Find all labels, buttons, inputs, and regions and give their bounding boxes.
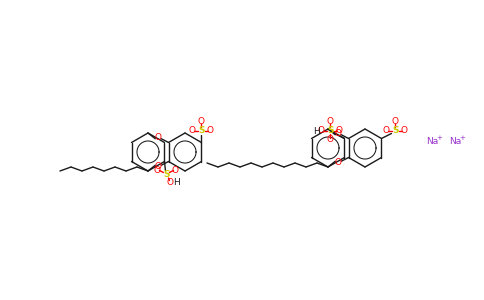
Text: O: O [401,126,408,135]
Text: S: S [163,170,170,179]
Text: +: + [436,135,442,141]
Text: O: O [327,135,334,144]
Text: H: H [173,178,180,187]
Text: O: O [335,129,342,138]
Text: H: H [313,127,320,136]
Text: O: O [172,166,179,175]
Text: O: O [318,126,325,135]
Text: O: O [336,126,343,135]
Text: S: S [392,126,399,135]
Text: S: S [198,126,205,135]
Text: +: + [459,135,465,141]
Text: O: O [198,117,205,126]
Text: O: O [189,126,196,135]
Text: O: O [383,126,390,135]
Text: O: O [335,158,342,167]
Text: O: O [207,126,214,135]
Text: S: S [327,126,333,135]
Text: O: O [154,166,161,175]
Text: O: O [392,117,399,126]
Text: O: O [327,117,334,126]
Text: Na: Na [426,137,438,146]
Text: Na: Na [449,137,461,146]
Text: O: O [155,162,162,171]
Text: O: O [155,133,162,142]
Text: O: O [167,178,174,187]
